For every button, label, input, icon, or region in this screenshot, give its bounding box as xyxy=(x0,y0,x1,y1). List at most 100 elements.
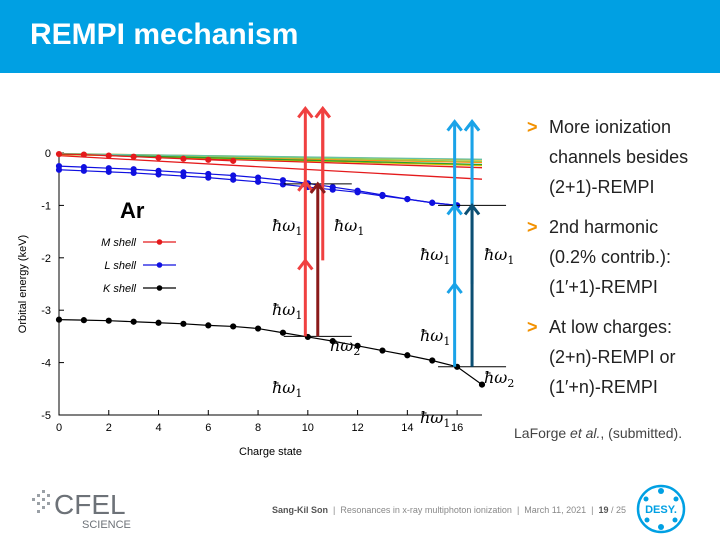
x-tick-label-5: 10 xyxy=(302,422,314,434)
series-2-point-4 xyxy=(155,171,162,178)
bullet-3-line-1: At low charges: xyxy=(549,317,673,337)
x-tick-label-4: 8 xyxy=(255,422,261,434)
photon-label-0: ħω1 xyxy=(272,216,302,238)
photon-label-1: ħω1 xyxy=(334,216,364,238)
footer: Sang-Kil Son | Resonances in x-ray multi… xyxy=(272,505,627,515)
x-tick-label-0: 0 xyxy=(56,422,62,434)
photon-arrow-upper-red-head xyxy=(314,106,331,119)
bullet-3-line-3: (1′+n)-REMPI xyxy=(549,377,658,397)
photon-arrow-upper-blue-head xyxy=(463,119,481,132)
series-3-point-2 xyxy=(105,317,112,324)
citation: LaForge et al., (submitted). xyxy=(514,425,682,441)
x-tick-label-7: 14 xyxy=(401,422,413,434)
desy-logo: DESY. xyxy=(636,484,686,534)
series-2-point-8 xyxy=(254,178,262,185)
series-3-point-11 xyxy=(329,338,336,345)
y-tick-label-1: -1 xyxy=(41,200,51,212)
series-0-point-3 xyxy=(130,153,137,160)
series-3-point-7 xyxy=(230,323,237,330)
citation-rest: , (submitted). xyxy=(600,425,683,441)
series-3-point-0 xyxy=(55,316,63,323)
photon-label-8: ħω2 xyxy=(330,336,360,358)
photon-label-3: ħω1 xyxy=(272,378,302,400)
series-2-point-1 xyxy=(80,167,87,174)
bullet-1-line-2: channels besides xyxy=(549,147,689,167)
y-tick-label-2: -2 xyxy=(41,253,51,265)
footer-talk: Resonances in x-ray multiphoton ionizati… xyxy=(340,505,512,515)
photon-label-5: ħω1 xyxy=(484,245,514,267)
series-line-0 xyxy=(58,153,234,162)
title-bar: REMPI mechanism xyxy=(0,0,720,73)
slide-title: REMPI mechanism xyxy=(30,18,299,51)
bullet-marker: > xyxy=(527,217,538,237)
footer-total: / 25 xyxy=(611,505,627,515)
bullet-marker: > xyxy=(527,117,538,137)
x-tick-label-8: 16 xyxy=(451,422,463,434)
legend-label-1: L shell xyxy=(104,260,136,272)
series-2-point-3 xyxy=(130,169,137,177)
level-line-6 xyxy=(58,153,483,166)
series-0-point-7 xyxy=(230,157,237,164)
bullet-3: > At low charges: (2+n)-REMPI or (1′+n)-… xyxy=(527,312,717,402)
series-3-point-3 xyxy=(130,318,137,325)
series-2-point-14 xyxy=(404,196,411,203)
bullet-1-line-1: More ionization xyxy=(549,117,672,137)
orbital-energy-chart: 0 2 4 6 8 10 12 14 16 0 -1 -2 -3 -4 -5 Charge state Orbi… xyxy=(17,106,514,458)
photon-label-7: ħω1 xyxy=(420,408,450,430)
legend-label-0: M shell xyxy=(101,237,136,249)
series-2-point-7 xyxy=(230,176,237,183)
element-label: Ar xyxy=(120,198,145,223)
series-0-point-0 xyxy=(55,150,63,158)
bullet-1: > More ionization channels besides (2+1)… xyxy=(527,112,717,202)
desy-logo-text: DESY. xyxy=(645,504,677,516)
level-line-0 xyxy=(58,154,483,180)
series-2-point-15 xyxy=(429,199,436,206)
y-tick-label-0: 0 xyxy=(45,148,51,160)
cfel-logo-subtext: SCIENCE xyxy=(82,519,131,531)
cfel-logo-text: CFEL xyxy=(54,489,126,520)
bullet-1-line-3: (2+1)-REMPI xyxy=(549,177,655,197)
series-3-point-12 xyxy=(354,342,361,349)
photon-label-6: ħω1 xyxy=(420,326,450,348)
legend-marker-1 xyxy=(156,262,163,268)
series-3-point-5 xyxy=(180,320,187,327)
series-2-point-9 xyxy=(279,181,287,188)
x-axis-label: Charge state xyxy=(239,446,302,458)
series-3-point-9 xyxy=(279,329,287,336)
citation-etal: et al. xyxy=(570,425,601,441)
y-tick-label-5: -5 xyxy=(41,410,51,422)
photon-arrow-0-1-head xyxy=(297,179,314,192)
y-tick-label-3: -3 xyxy=(41,305,51,317)
series-2-point-13 xyxy=(379,192,386,200)
footer-date: March 11, 2021 xyxy=(524,505,587,515)
citation-author: LaForge xyxy=(514,425,571,441)
series-2-point-12 xyxy=(354,189,361,196)
series-2-point-5 xyxy=(180,172,187,180)
series-0-point-5 xyxy=(180,155,187,162)
series-3-point-1 xyxy=(80,317,87,324)
bullet-3-line-2: (2+n)-REMPI or xyxy=(549,347,676,367)
bullet-marker: > xyxy=(527,317,538,337)
harmonic-arrow-1-head xyxy=(463,202,481,216)
legend-marker-2 xyxy=(156,285,163,291)
y-axis-label: Orbital energy (keV) xyxy=(17,235,29,333)
bullet-2-line-2: (0.2% contrib.): xyxy=(549,247,672,267)
photon-label-4: ħω1 xyxy=(420,245,450,267)
x-tick-label-2: 4 xyxy=(155,422,161,434)
x-tick-label-3: 6 xyxy=(205,422,211,434)
series-3-point-13 xyxy=(379,347,386,354)
legend-label-2: K shell xyxy=(103,283,137,295)
cfel-logo: CFEL SCIENCE xyxy=(32,489,131,531)
series-3-point-15 xyxy=(429,357,436,364)
bullet-2-line-3: (1′+1)-REMPI xyxy=(549,277,658,297)
bullet-2: > 2nd harmonic (0.2% contrib.): (1′+1)-R… xyxy=(527,212,717,302)
series-line-3 xyxy=(58,319,483,386)
photon-label-9: ħω2 xyxy=(484,368,514,390)
bullet-list: > More ionization channels besides (2+1)… xyxy=(527,112,717,412)
series-0-point-6 xyxy=(205,156,212,163)
footer-presenter: Sang-Kil Son xyxy=(272,505,328,515)
series-2-point-11 xyxy=(329,186,336,193)
series-3-point-6 xyxy=(205,322,212,329)
photon-arrow-0-0-head xyxy=(297,257,314,271)
level-line-7 xyxy=(58,153,483,160)
